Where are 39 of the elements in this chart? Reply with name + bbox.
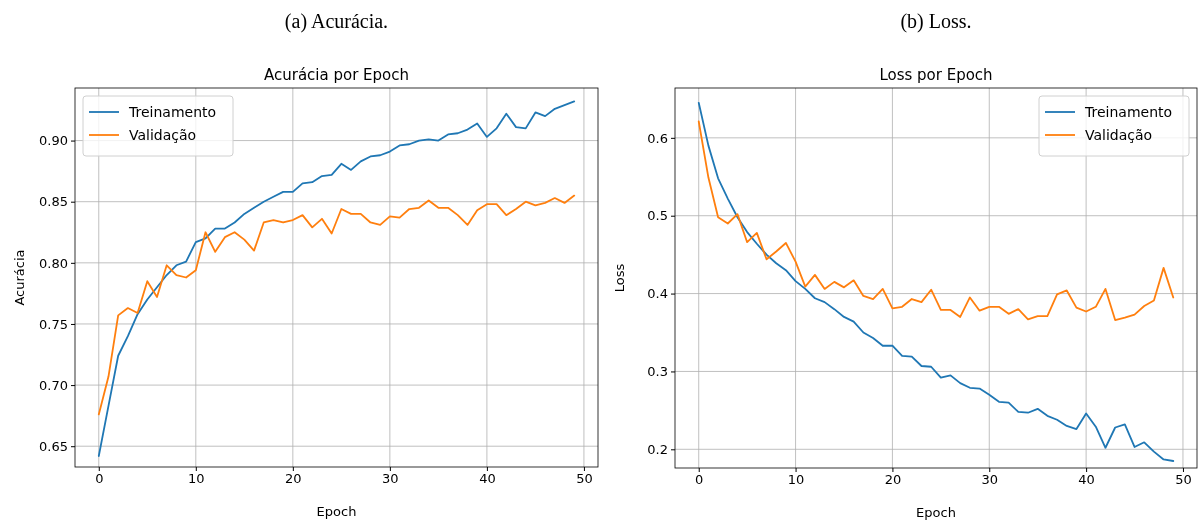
- legend-label: Treinamento: [1084, 104, 1173, 120]
- x-tick-label: 40: [1078, 472, 1095, 488]
- x-tick-label: 10: [787, 472, 805, 488]
- line-series: [697, 120, 1175, 321]
- line-series: [697, 101, 1175, 462]
- x-axis-title: Epoch: [316, 504, 357, 519]
- line-series: [97, 194, 576, 416]
- y-tick-label: 0.6: [647, 130, 668, 146]
- x-tick-label: 30: [981, 472, 999, 488]
- x-tick-label: 40: [479, 471, 496, 487]
- legend-label: Treinamento: [128, 104, 217, 120]
- y-axis-title: Acurácia: [12, 249, 27, 306]
- legend-label: Validação: [129, 127, 197, 143]
- x-tick-label: 50: [576, 471, 593, 487]
- x-tick-label: 10: [188, 471, 205, 487]
- y-tick-label: 0.3: [647, 364, 668, 380]
- text: (a) Acurácia.: [284, 10, 389, 33]
- x-tick-label: 20: [285, 471, 302, 487]
- x-tick-label: 50: [1175, 472, 1192, 488]
- y-axis-title: Loss: [612, 263, 627, 293]
- y-tick-label: 0.4: [647, 286, 668, 302]
- x-axis-title: Epoch: [916, 505, 956, 520]
- text: (b) Loss.: [900, 10, 972, 33]
- x-tick-label: 30: [382, 471, 399, 487]
- y-tick-label: 0.65: [39, 438, 68, 454]
- y-tick-label: 0.5: [647, 208, 668, 224]
- chart-title: Loss por Epoch: [879, 66, 993, 84]
- y-tick-label: 0.80: [39, 255, 68, 271]
- x-tick-label: 0: [95, 471, 104, 487]
- y-tick-label: 0.2: [647, 441, 668, 457]
- line-series: [97, 100, 576, 457]
- legend-label: Validação: [1085, 127, 1153, 143]
- y-tick-label: 0.90: [39, 133, 68, 149]
- y-tick-label: 0.70: [39, 377, 68, 393]
- y-tick-label: 0.85: [39, 194, 68, 210]
- y-tick-label: 0.75: [39, 316, 68, 332]
- chart-title: Acurácia por Epoch: [263, 66, 410, 84]
- x-tick-label: 0: [695, 472, 704, 488]
- x-tick-label: 20: [884, 472, 902, 488]
